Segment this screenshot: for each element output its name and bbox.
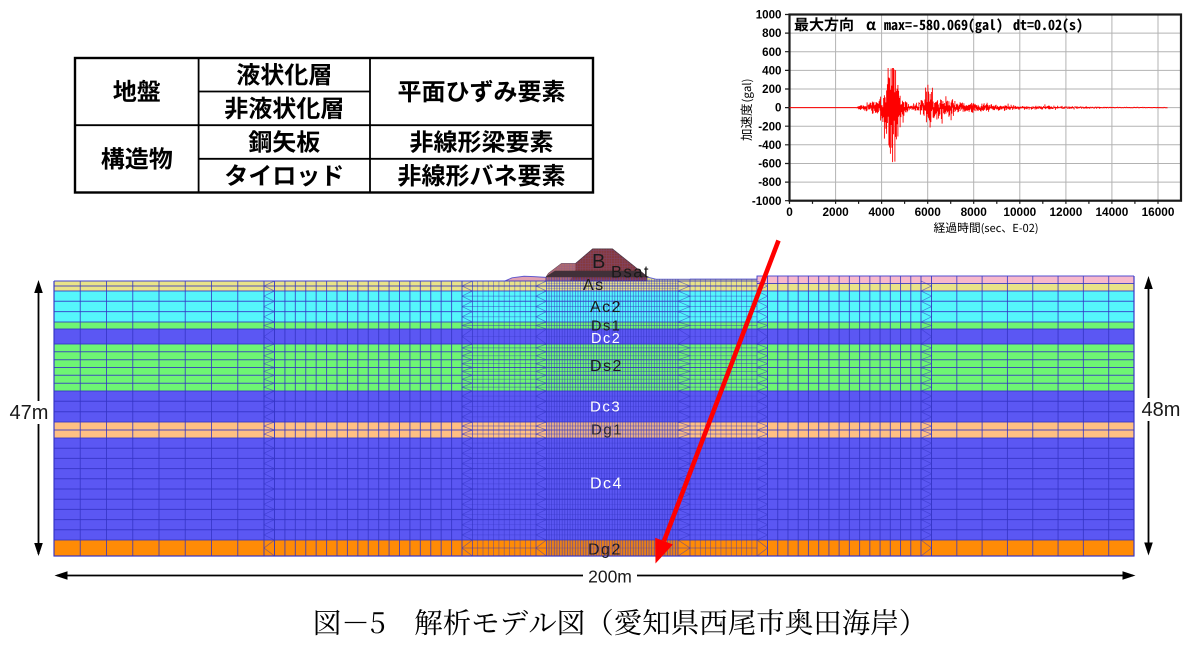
svg-text:Bsat: Bsat <box>611 264 650 282</box>
svg-text:600: 600 <box>762 46 781 59</box>
svg-text:Dc4: Dc4 <box>590 476 623 493</box>
svg-text:As: As <box>583 277 605 294</box>
svg-text:Dc3: Dc3 <box>590 399 621 416</box>
svg-text:48m: 48m <box>1142 399 1181 421</box>
svg-text:400: 400 <box>762 65 781 78</box>
svg-text:-600: -600 <box>758 158 781 171</box>
svg-text:-1000: -1000 <box>752 195 782 208</box>
svg-text:4000: 4000 <box>868 205 895 219</box>
svg-text:Dg1: Dg1 <box>591 422 623 439</box>
svg-text:B: B <box>592 251 607 273</box>
svg-text:-200: -200 <box>758 120 781 133</box>
svg-text:16000: 16000 <box>1142 205 1175 219</box>
svg-text:2000: 2000 <box>822 205 849 219</box>
svg-text:800: 800 <box>762 27 781 40</box>
svg-text:10000: 10000 <box>1003 205 1036 219</box>
svg-text:8000: 8000 <box>961 205 988 219</box>
svg-text:12000: 12000 <box>1049 205 1082 219</box>
svg-text:-400: -400 <box>758 139 781 152</box>
svg-text:6000: 6000 <box>915 205 942 219</box>
svg-text:47m: 47m <box>10 402 49 424</box>
svg-text:Dg2: Dg2 <box>588 542 622 559</box>
svg-text:200m: 200m <box>588 567 632 587</box>
svg-text:Dc2: Dc2 <box>591 331 621 347</box>
svg-text:200: 200 <box>762 83 781 96</box>
svg-text:Ds2: Ds2 <box>590 358 623 375</box>
svg-text:0: 0 <box>775 102 781 115</box>
svg-text:14000: 14000 <box>1095 205 1128 219</box>
svg-text:Ac2: Ac2 <box>590 299 622 316</box>
svg-text:-800: -800 <box>758 176 781 189</box>
svg-text:Ds1: Ds1 <box>591 319 621 335</box>
svg-text:0: 0 <box>786 205 793 219</box>
svg-text:1000: 1000 <box>756 9 782 22</box>
